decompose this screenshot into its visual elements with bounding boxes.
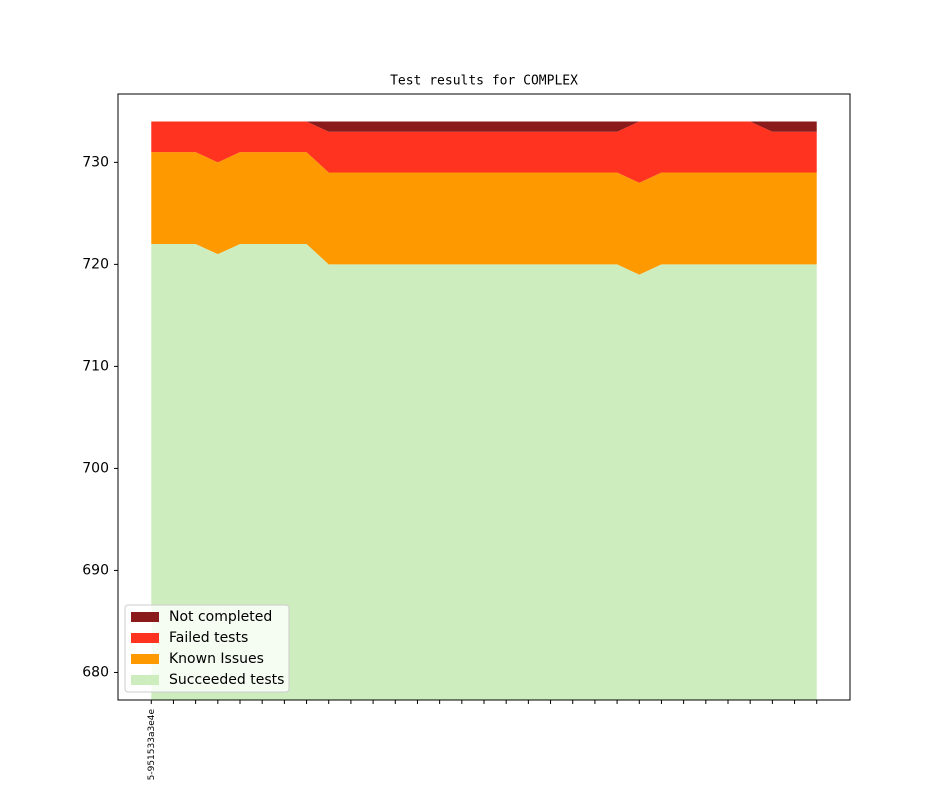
y-tick-label: 730: [82, 154, 109, 170]
area: [151, 121, 817, 183]
legend-swatch: [131, 675, 159, 685]
legend-swatch: [131, 654, 159, 664]
legend-swatch: [131, 633, 159, 643]
legend-label: Known Issues: [169, 651, 264, 667]
y-tick-label: 680: [82, 664, 109, 680]
y-tick-label: 710: [82, 358, 109, 374]
legend-label: Not completed: [169, 609, 272, 625]
y-tick-label: 700: [82, 460, 109, 476]
legend-label: Succeeded tests: [169, 672, 284, 688]
x-tick-label: 5-951533a3e4e: [147, 709, 157, 781]
area: [151, 152, 817, 275]
legend-label: Failed tests: [169, 630, 248, 646]
y-tick-label: 690: [82, 562, 109, 578]
legend: Not completed Failed tests Known Issues Suc…: [124, 604, 290, 693]
y-tick-label: 720: [82, 256, 109, 272]
chart-title: Test results for COMPLEX: [390, 74, 578, 89]
area: [151, 243, 817, 700]
legend-box: [124, 604, 290, 693]
area: [151, 121, 817, 132]
legend-swatch: [131, 612, 159, 622]
